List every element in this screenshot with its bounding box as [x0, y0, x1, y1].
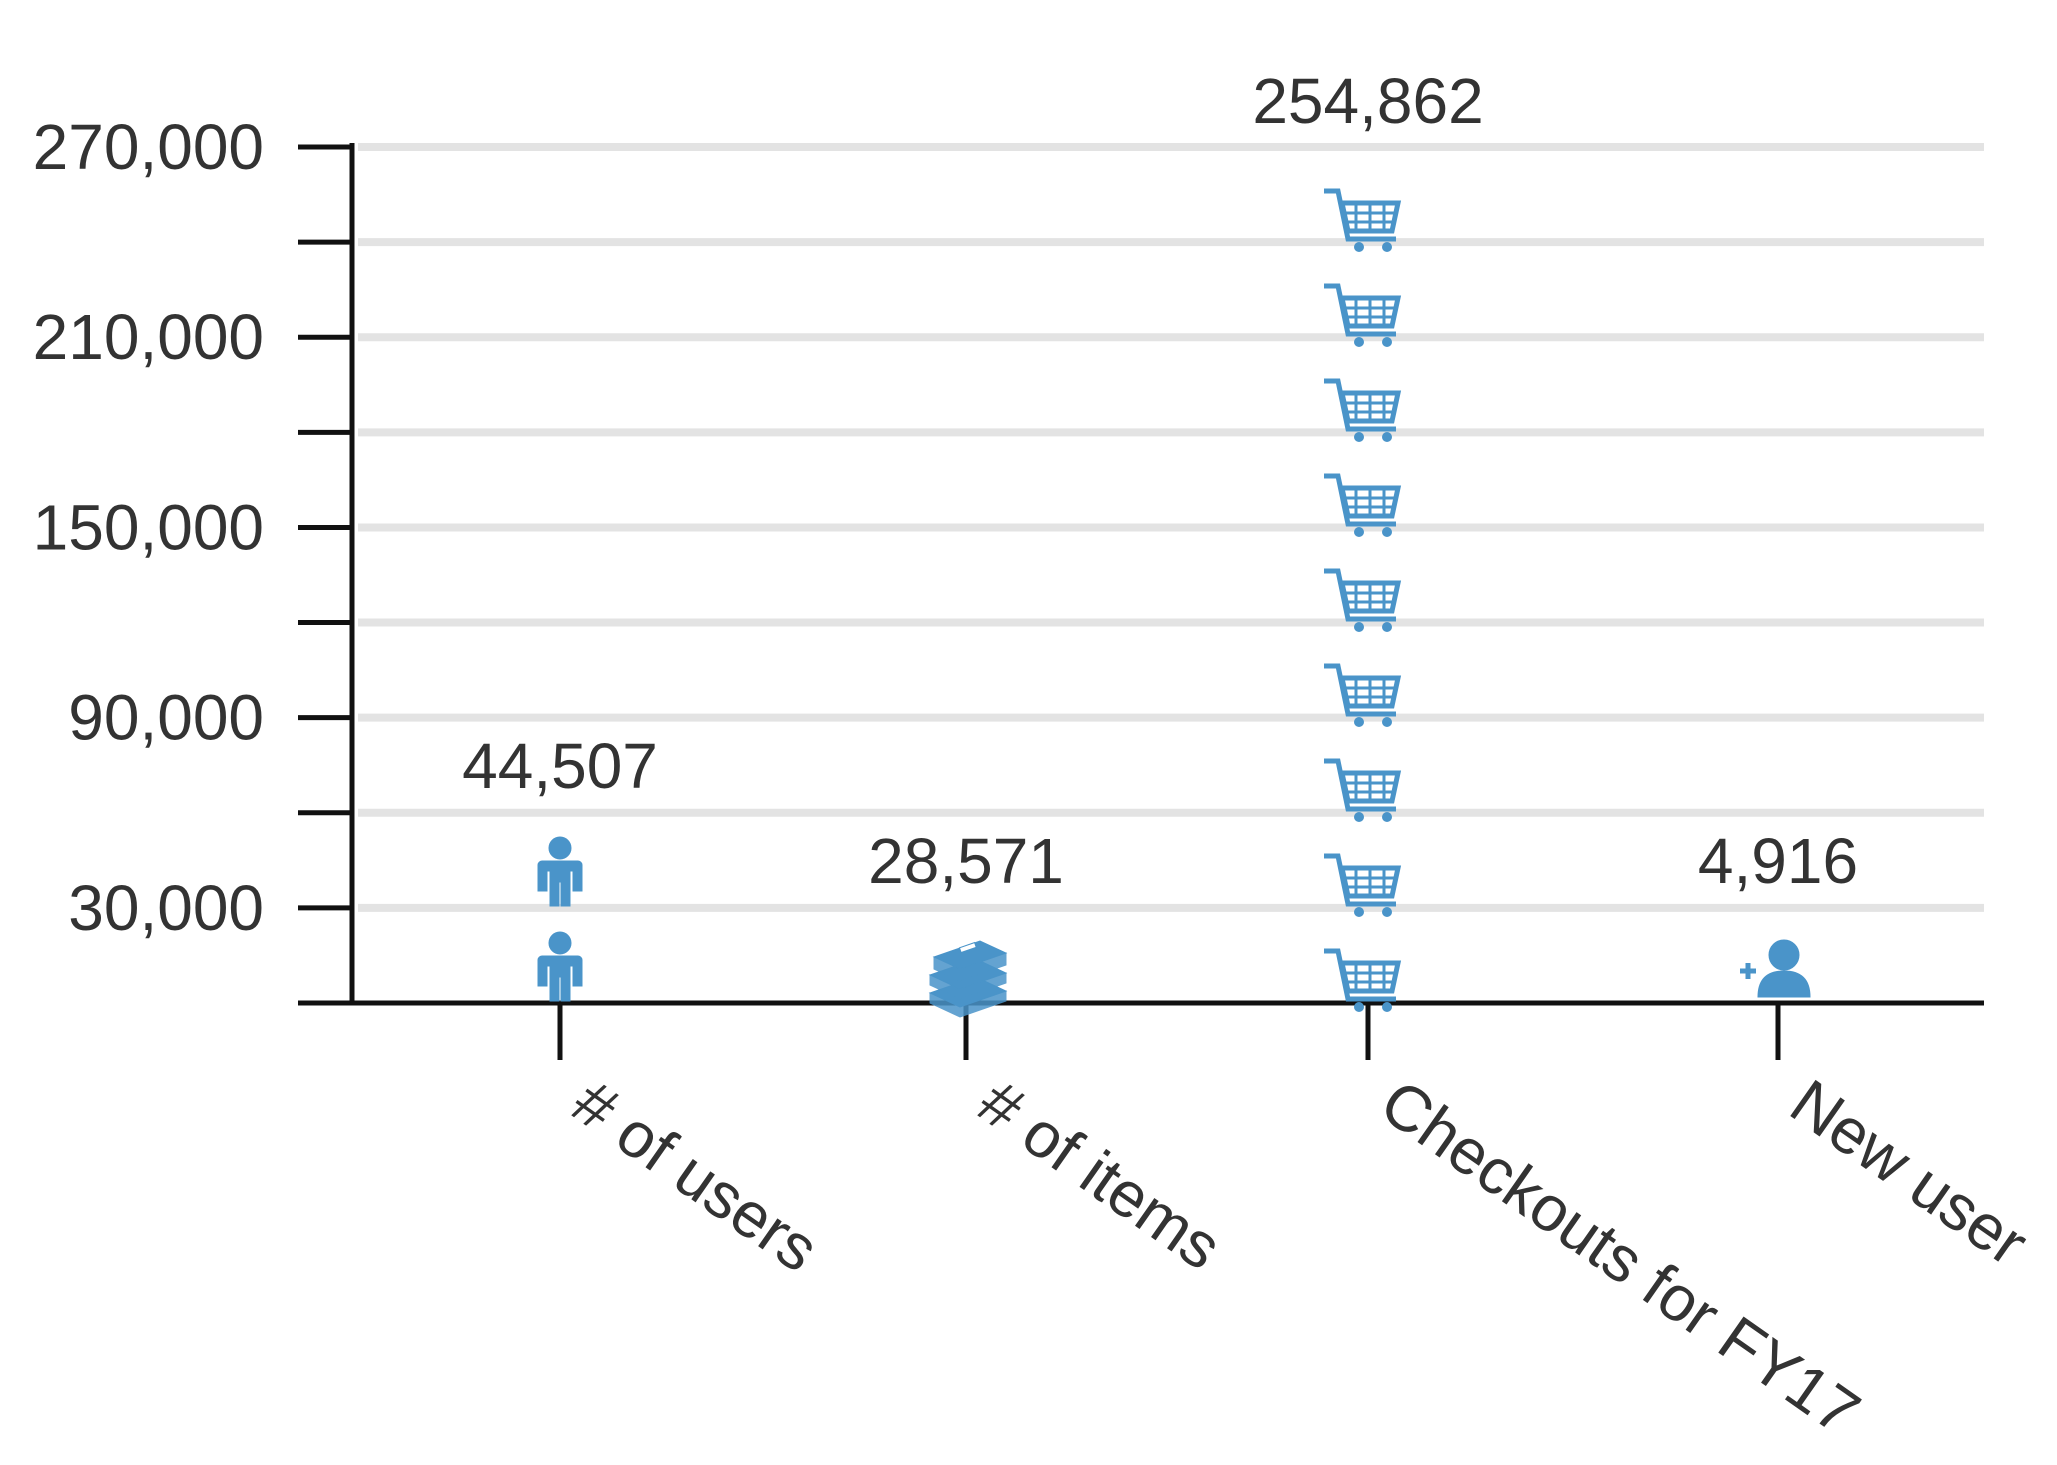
data-label: 28,571 [868, 825, 1064, 897]
data-label: 254,862 [1252, 65, 1483, 137]
y-tick-label: 30,000 [68, 872, 264, 944]
y-tick-label: 210,000 [33, 301, 264, 373]
person-icon [537, 836, 583, 907]
books-icon [929, 940, 1007, 1018]
category-label: New user [1778, 1065, 2041, 1279]
data-label: 44,507 [462, 730, 658, 802]
add-user-icon [1740, 940, 1810, 997]
y-tick-label: 150,000 [33, 491, 264, 563]
y-tick-label: 90,000 [68, 682, 264, 754]
y-tick-label: 270,000 [33, 111, 264, 183]
person-icon [537, 931, 583, 1002]
category-label: # of users [560, 1065, 832, 1285]
category-label: # of items [966, 1065, 1235, 1283]
data-label: 4,916 [1698, 825, 1858, 897]
